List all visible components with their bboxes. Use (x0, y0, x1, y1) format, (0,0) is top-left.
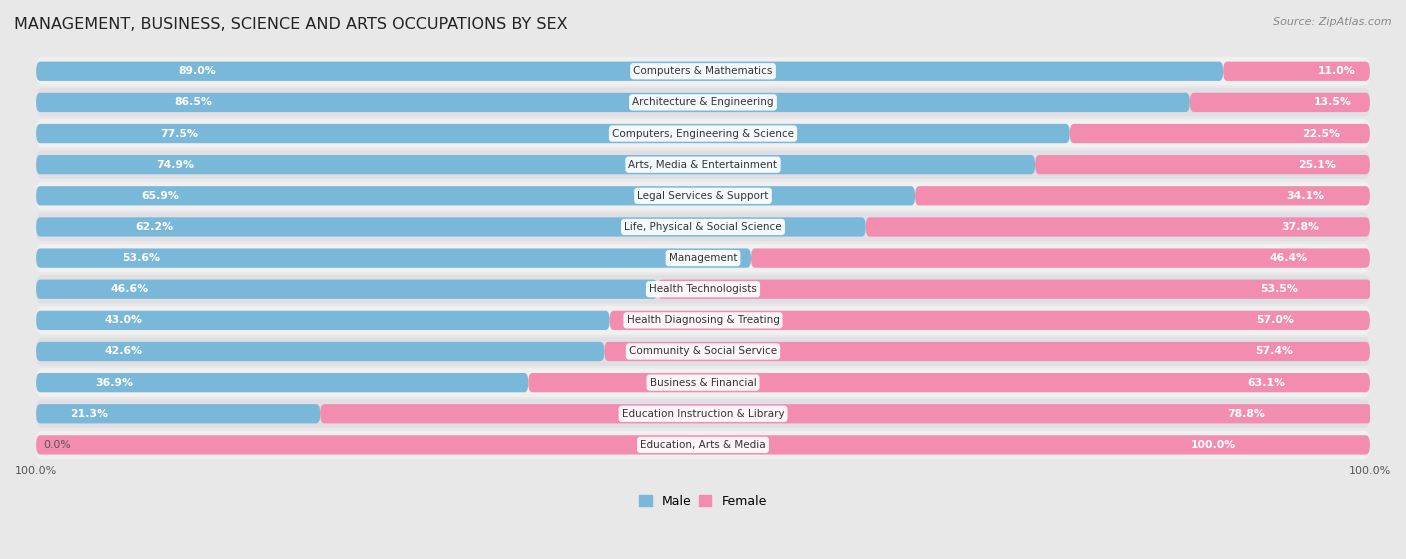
FancyBboxPatch shape (37, 306, 1369, 335)
Text: Legal Services & Support: Legal Services & Support (637, 191, 769, 201)
FancyBboxPatch shape (37, 435, 1369, 454)
Text: MANAGEMENT, BUSINESS, SCIENCE AND ARTS OCCUPATIONS BY SEX: MANAGEMENT, BUSINESS, SCIENCE AND ARTS O… (14, 17, 568, 32)
Text: 57.4%: 57.4% (1256, 347, 1294, 357)
Text: 78.8%: 78.8% (1227, 409, 1265, 419)
Text: Arts, Media & Entertainment: Arts, Media & Entertainment (628, 160, 778, 170)
FancyBboxPatch shape (658, 280, 1371, 299)
Text: 22.5%: 22.5% (1302, 129, 1340, 139)
Text: 25.1%: 25.1% (1299, 160, 1336, 170)
FancyBboxPatch shape (37, 400, 1369, 428)
FancyBboxPatch shape (37, 244, 1369, 272)
FancyBboxPatch shape (610, 311, 1369, 330)
Text: 86.5%: 86.5% (174, 97, 212, 107)
FancyBboxPatch shape (37, 150, 1369, 179)
Text: 37.8%: 37.8% (1281, 222, 1319, 232)
FancyBboxPatch shape (37, 248, 751, 268)
Text: 34.1%: 34.1% (1286, 191, 1324, 201)
FancyBboxPatch shape (1223, 61, 1369, 81)
Text: Computers, Engineering & Science: Computers, Engineering & Science (612, 129, 794, 139)
Text: 11.0%: 11.0% (1317, 67, 1355, 76)
FancyBboxPatch shape (37, 212, 1369, 241)
Text: 13.5%: 13.5% (1315, 97, 1353, 107)
Text: Health Diagnosing & Treating: Health Diagnosing & Treating (627, 315, 779, 325)
Text: Health Technologists: Health Technologists (650, 284, 756, 294)
Text: Education Instruction & Library: Education Instruction & Library (621, 409, 785, 419)
FancyBboxPatch shape (37, 186, 915, 206)
Text: 53.5%: 53.5% (1261, 284, 1299, 294)
Text: 77.5%: 77.5% (160, 129, 198, 139)
FancyBboxPatch shape (1189, 93, 1369, 112)
FancyBboxPatch shape (37, 368, 1369, 397)
Text: 100.0%: 100.0% (1191, 440, 1236, 450)
FancyBboxPatch shape (915, 186, 1369, 206)
FancyBboxPatch shape (37, 373, 529, 392)
Legend: Male, Female: Male, Female (634, 490, 772, 513)
Text: 46.6%: 46.6% (111, 284, 149, 294)
Text: 53.6%: 53.6% (122, 253, 160, 263)
Text: 46.4%: 46.4% (1270, 253, 1308, 263)
Text: 57.0%: 57.0% (1256, 315, 1294, 325)
Text: Life, Physical & Social Science: Life, Physical & Social Science (624, 222, 782, 232)
FancyBboxPatch shape (37, 124, 1070, 143)
Text: 65.9%: 65.9% (142, 191, 180, 201)
Text: 74.9%: 74.9% (156, 160, 194, 170)
FancyBboxPatch shape (37, 155, 1035, 174)
Text: Source: ZipAtlas.com: Source: ZipAtlas.com (1274, 17, 1392, 27)
Text: 62.2%: 62.2% (135, 222, 174, 232)
FancyBboxPatch shape (37, 275, 1369, 304)
FancyBboxPatch shape (37, 217, 866, 236)
FancyBboxPatch shape (751, 248, 1369, 268)
FancyBboxPatch shape (37, 61, 1223, 81)
FancyBboxPatch shape (866, 217, 1369, 236)
Text: 89.0%: 89.0% (179, 67, 217, 76)
FancyBboxPatch shape (37, 93, 1189, 112)
FancyBboxPatch shape (1035, 155, 1369, 174)
FancyBboxPatch shape (37, 280, 658, 299)
Text: 21.3%: 21.3% (70, 409, 108, 419)
Text: Architecture & Engineering: Architecture & Engineering (633, 97, 773, 107)
Text: Management: Management (669, 253, 737, 263)
Text: 63.1%: 63.1% (1247, 378, 1285, 387)
Text: 36.9%: 36.9% (96, 378, 134, 387)
Text: Computers & Mathematics: Computers & Mathematics (633, 67, 773, 76)
Text: 0.0%: 0.0% (42, 440, 70, 450)
FancyBboxPatch shape (37, 182, 1369, 210)
Text: Community & Social Service: Community & Social Service (628, 347, 778, 357)
FancyBboxPatch shape (37, 404, 321, 423)
FancyBboxPatch shape (37, 342, 605, 361)
FancyBboxPatch shape (37, 88, 1369, 117)
FancyBboxPatch shape (37, 337, 1369, 366)
Text: Education, Arts & Media: Education, Arts & Media (640, 440, 766, 450)
FancyBboxPatch shape (37, 57, 1369, 86)
FancyBboxPatch shape (529, 373, 1369, 392)
Text: 43.0%: 43.0% (105, 315, 143, 325)
Text: 42.6%: 42.6% (104, 347, 142, 357)
FancyBboxPatch shape (1070, 124, 1369, 143)
FancyBboxPatch shape (321, 404, 1371, 423)
FancyBboxPatch shape (37, 311, 610, 330)
FancyBboxPatch shape (37, 119, 1369, 148)
FancyBboxPatch shape (605, 342, 1369, 361)
FancyBboxPatch shape (37, 430, 1369, 459)
Text: Business & Financial: Business & Financial (650, 378, 756, 387)
